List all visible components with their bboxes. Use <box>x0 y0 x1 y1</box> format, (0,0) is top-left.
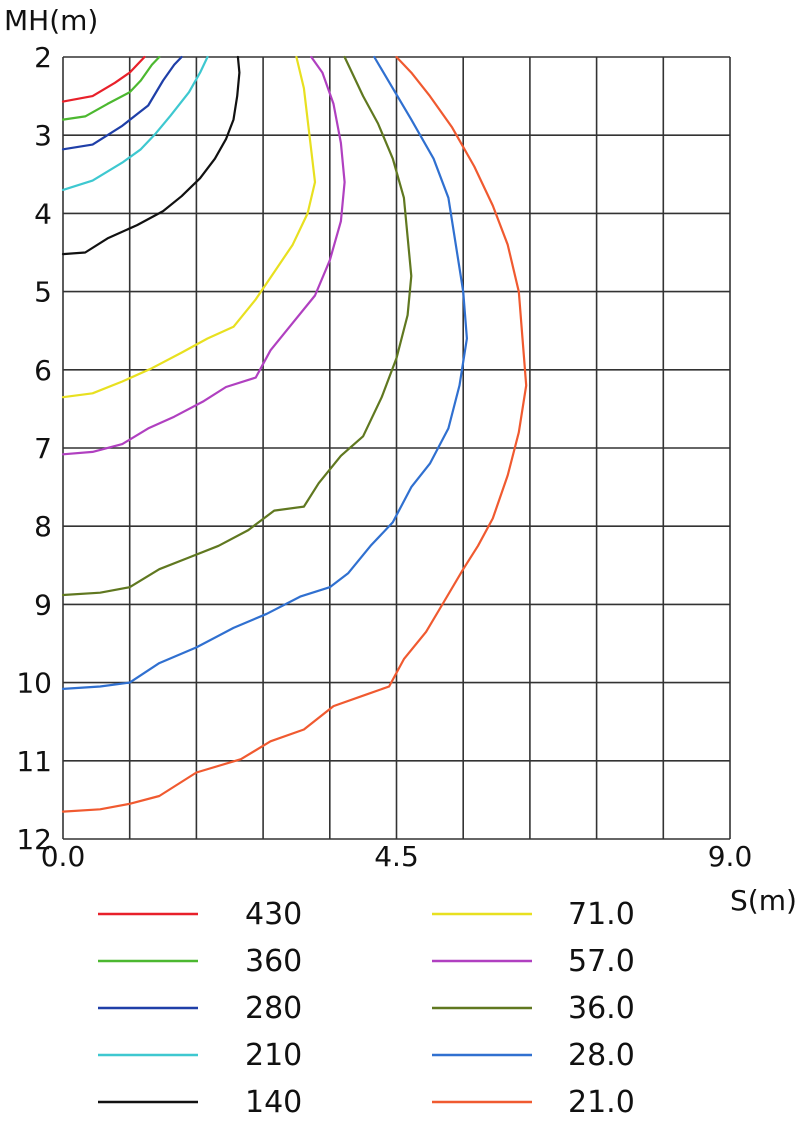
y-tick-label: 4 <box>34 197 52 230</box>
contour-line-430 <box>61 55 146 103</box>
legend-label-28.0: 28.0 <box>568 1038 635 1073</box>
y-tick-label: 5 <box>34 276 52 309</box>
contour-line-360 <box>61 55 161 121</box>
legend-label-210: 210 <box>245 1038 302 1073</box>
y-tick-label: 6 <box>34 354 52 387</box>
contour-line-210 <box>61 55 209 191</box>
legend-label-71.0: 71.0 <box>568 897 635 932</box>
legend-label-21.0: 21.0 <box>568 1085 635 1120</box>
y-tick-label: 3 <box>34 119 52 152</box>
contour-line-28.0 <box>61 55 468 690</box>
contour-line-21.0 <box>61 55 528 813</box>
grid <box>62 56 731 840</box>
legend-label-280: 280 <box>245 991 302 1026</box>
legend-label-57.0: 57.0 <box>568 944 635 979</box>
y-tick-label: 9 <box>34 588 52 621</box>
contour-line-140 <box>61 55 241 256</box>
y-tick-label: 12 <box>16 823 52 856</box>
series-layer <box>61 55 528 813</box>
y-tick-label: 2 <box>34 41 52 74</box>
y-tick-label: 11 <box>16 745 52 778</box>
x-tick-label: 4.5 <box>374 840 419 873</box>
y-axis-title: MH(m) <box>4 4 98 37</box>
x-tick-label: 9.0 <box>708 840 753 873</box>
contour-line-36.0 <box>61 55 413 597</box>
legend-label-360: 360 <box>245 944 302 979</box>
legend-label-140: 140 <box>245 1085 302 1120</box>
contour-line-57.0 <box>61 55 346 456</box>
y-tick-label: 10 <box>16 667 52 700</box>
y-tick-label: 7 <box>34 432 52 465</box>
legend-label-36.0: 36.0 <box>568 991 635 1026</box>
legend: 430 360 280 210 140 71.0 57.0 36.0 28.0 21.0 <box>98 897 635 1120</box>
contour-line-280 <box>61 55 183 151</box>
tick-labels: 2 3 4 5 6 7 8 9 10 11 120.0 4.5 9.0 <box>16 41 752 873</box>
x-axis-title: S(m) <box>730 884 797 917</box>
legend-label-430: 430 <box>245 897 302 932</box>
y-tick-label: 8 <box>34 510 52 543</box>
x-tick-label: 0.0 <box>41 840 86 873</box>
contour-line-71.0 <box>61 55 317 399</box>
